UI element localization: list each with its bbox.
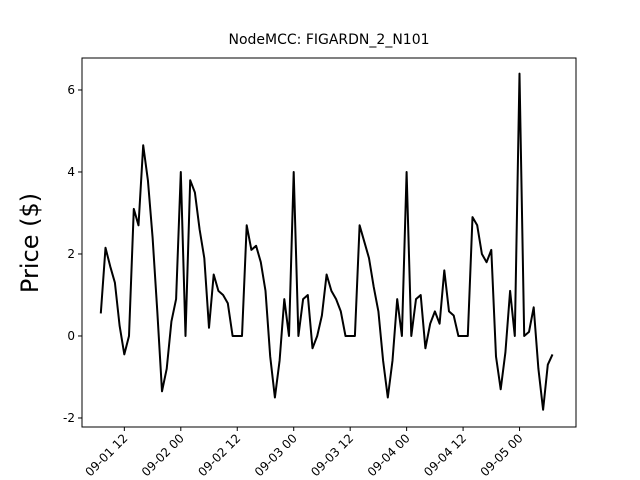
y-tick-label: -2: [63, 411, 75, 425]
x-tick-label: 09-04 12: [421, 431, 469, 479]
y-tick-label: 2: [67, 247, 75, 261]
y-tick-label: 4: [67, 165, 75, 179]
y-tick-label: 0: [67, 329, 75, 343]
x-tick-label: 09-02 00: [139, 431, 187, 479]
chart-title: NodeMCC: FIGARDN_2_N101: [228, 32, 429, 48]
x-tick-label: 09-03 12: [308, 431, 356, 479]
plot-frame: [81, 57, 577, 428]
price-line: [99, 72, 554, 411]
x-tick-label: 09-04 00: [365, 431, 413, 479]
x-tick-label: 09-05 00: [478, 431, 526, 479]
y-axis-label: Price ($): [16, 193, 44, 293]
x-tick-label: 09-02 12: [195, 431, 243, 479]
x-tick-label: 09-01 12: [82, 431, 130, 479]
y-tick-label: 6: [67, 83, 75, 97]
x-tick-label: 09-03 00: [252, 431, 300, 479]
